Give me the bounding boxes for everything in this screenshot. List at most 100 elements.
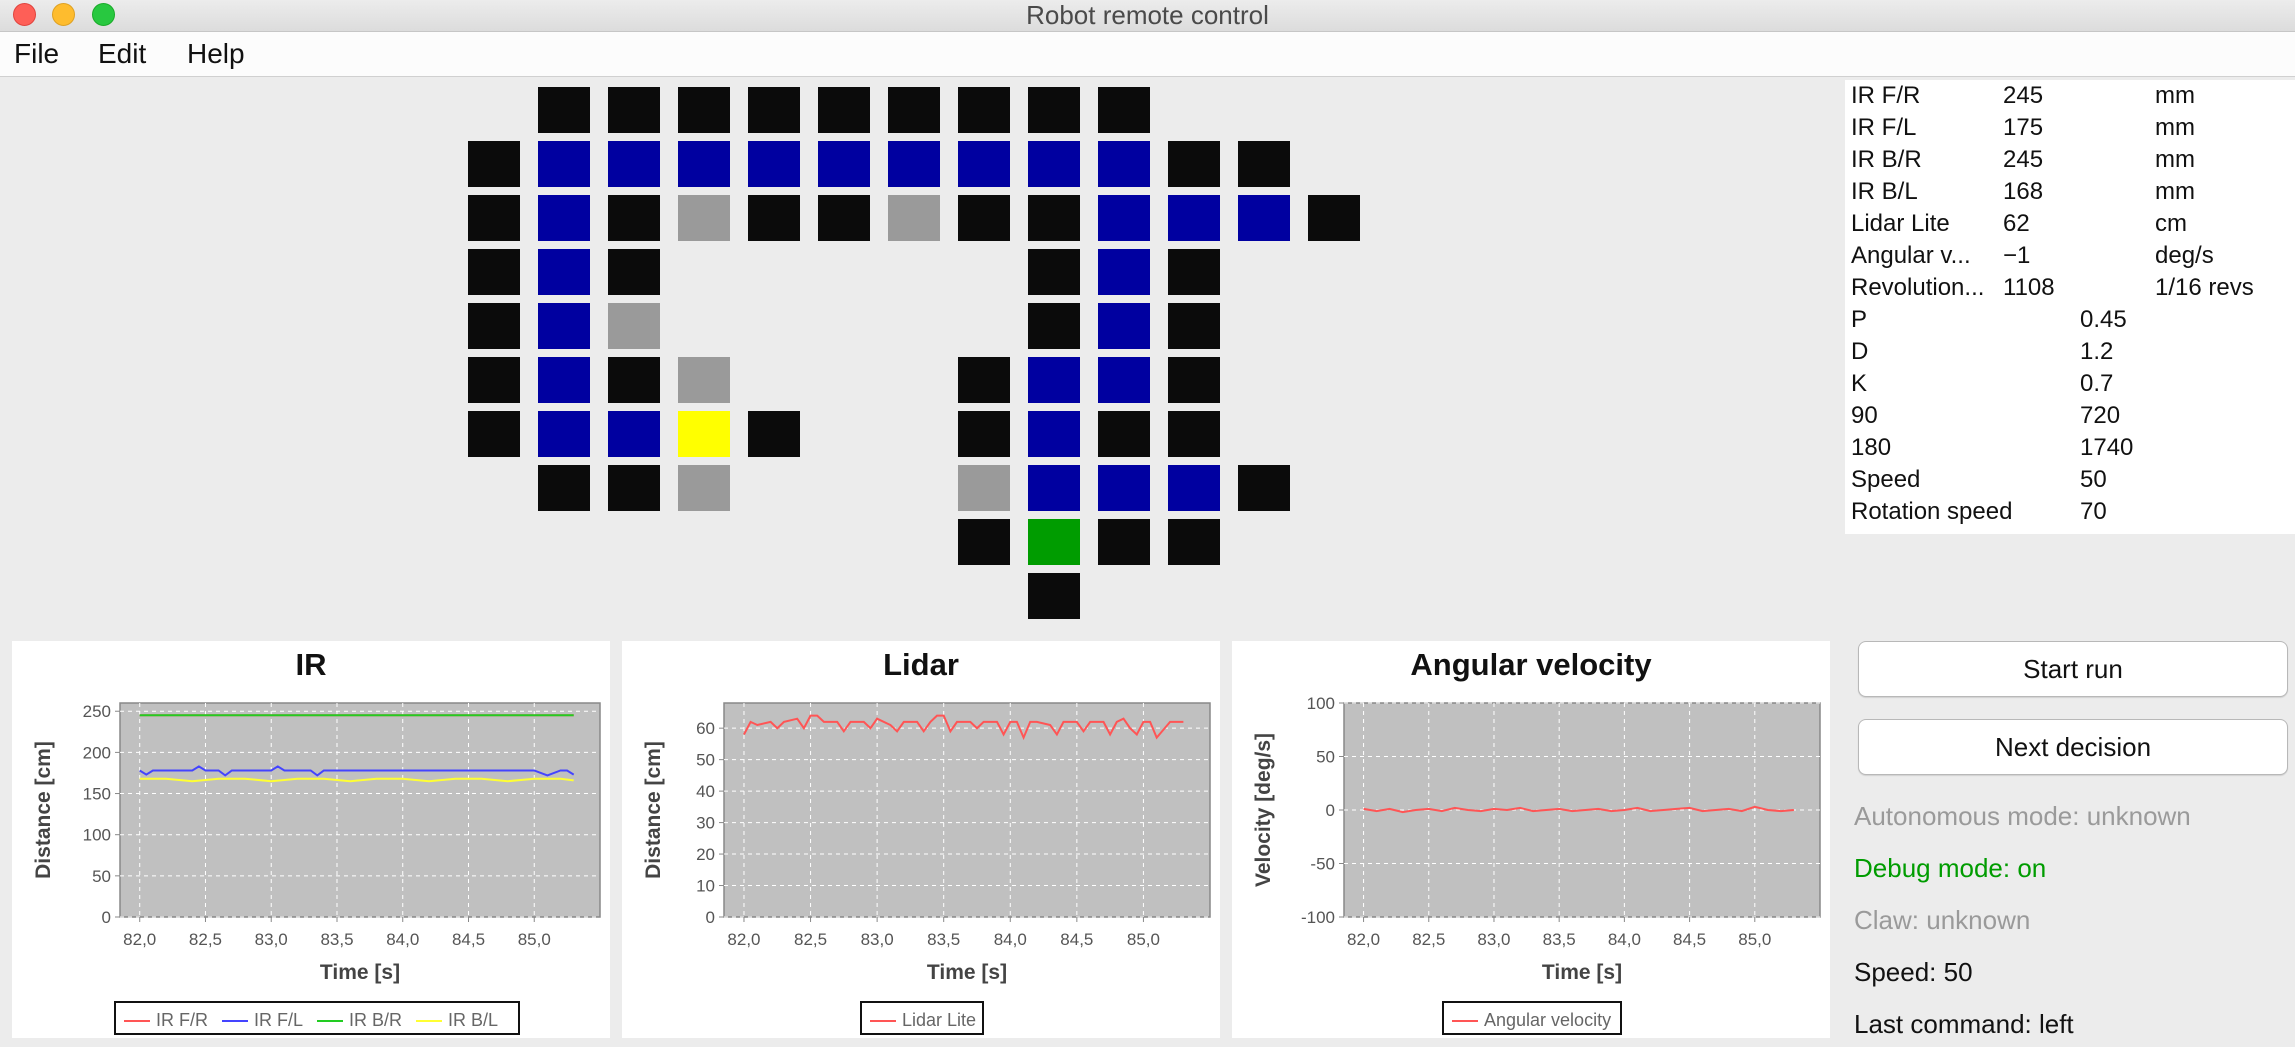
legend-item: IR F/L [222,1003,303,1037]
parameter-name: 90 [1851,402,1878,429]
x-tick-label: 85,0 [518,930,551,949]
menu-help[interactable]: Help [187,38,245,69]
x-tick-label: 83,5 [320,930,353,949]
visited-cell [1028,411,1080,457]
visited-cell [608,141,660,187]
sensor-table: IR F/R 245 mm IR F/L 175 mm IR B/R 245 mm IR B/L 1… [1845,80,2295,534]
visited-cell [538,141,590,187]
sensor-value: −1 [2003,242,2031,269]
wall-cell [538,87,590,133]
visited-cell [1098,303,1150,349]
wall-cell [958,411,1010,457]
sensor-value: 175 [2003,114,2044,141]
wall-cell [1238,465,1290,511]
sensor-name: IR F/R [1851,82,1921,109]
legend-swatch [317,1020,344,1023]
unknown-cell [608,303,660,349]
parameter-value: 50 [2080,466,2107,493]
sensor-value: 1108 [2003,274,2055,301]
sensor-unit: mm [2155,114,2195,141]
menu-edit[interactable]: Edit [98,38,147,69]
legend-swatch [1452,1020,1478,1023]
x-tick-label: 83,0 [255,930,288,949]
y-tick-label: 250 [83,702,111,721]
legend-item: IR F/R [124,1003,208,1037]
visited-cell [748,141,800,187]
visited-cell [608,411,660,457]
visited-cell [1098,141,1150,187]
x-axis-label: Time [s] [1542,961,1622,984]
x-tick-label: 84,5 [1673,930,1706,949]
parameter-value: 0.7 [2080,370,2114,397]
chart-legend: Angular velocity [1442,1001,1622,1035]
sensor-name: Angular v... [1851,242,1971,269]
robot-cell [678,411,730,457]
wall-cell [1168,357,1220,403]
wall-cell [608,465,660,511]
legend-swatch [870,1020,896,1023]
wall-cell [678,87,730,133]
x-tick-label: 85,0 [1127,930,1160,949]
x-tick-label: 83,5 [927,930,960,949]
sensor-name: Revolution... [1851,274,1985,301]
x-tick-label: 82,5 [794,930,827,949]
sensor-unit: cm [2155,210,2187,237]
sensor-unit: mm [2155,146,2195,173]
wall-cell [888,87,940,133]
maximize-window-button[interactable] [92,3,115,26]
wall-cell [1168,141,1220,187]
parameter-name: P [1851,306,1868,333]
visited-cell [1168,195,1220,241]
wall-cell [1098,411,1150,457]
y-tick-label: 150 [83,785,111,804]
y-tick-label: 0 [1326,801,1335,820]
parameter-value: 70 [2080,498,2107,525]
legend-swatch [416,1020,443,1023]
y-tick-label: -50 [1310,855,1335,874]
wall-cell [1028,195,1080,241]
sensor-name: Lidar Lite [1851,210,1950,237]
y-tick-label: 20 [696,845,715,864]
y-tick-label: 50 [92,867,111,886]
wall-cell [1168,249,1220,295]
visited-cell [1028,141,1080,187]
x-tick-label: 84,5 [1060,930,1093,949]
y-tick-label: 0 [102,908,111,927]
y-tick-label: 100 [1307,694,1335,713]
legend-item: Angular velocity [1452,1003,1611,1037]
wall-cell [1308,195,1360,241]
next-decision-button[interactable]: Next decision [1858,719,2288,775]
wall-cell [608,357,660,403]
minimize-window-button[interactable] [52,3,75,26]
y-tick-label: 0 [706,908,715,927]
x-tick-label: 82,5 [189,930,222,949]
x-tick-label: 82,0 [727,930,760,949]
wall-cell [468,249,520,295]
x-axis-label: Time [s] [927,961,1007,984]
parameter-name: Speed [1851,466,1921,493]
unknown-cell [678,195,730,241]
wall-cell [468,411,520,457]
close-window-button[interactable] [13,3,36,26]
y-axis-label: Distance [cm] [32,741,55,879]
unknown-cell [678,357,730,403]
unknown-cell [888,195,940,241]
title-bar: Robot remote control [0,0,2295,32]
visited-cell [958,141,1010,187]
wall-cell [958,87,1010,133]
visited-cell [678,141,730,187]
y-tick-label: -100 [1301,908,1335,927]
wall-cell [1168,303,1220,349]
visited-cell [1098,357,1150,403]
legend-label: IR B/L [448,1010,499,1030]
start-run-button[interactable]: Start run [1858,641,2288,697]
sensor-value: 168 [2003,178,2044,205]
y-tick-label: 50 [1316,748,1335,767]
sensor-unit: mm [2155,82,2195,109]
visited-cell [1028,465,1080,511]
wall-cell [468,303,520,349]
maze-map [0,78,1840,638]
x-tick-label: 84,0 [994,930,1027,949]
menu-file[interactable]: File [14,38,60,69]
chart-title: Lidar [883,647,959,682]
